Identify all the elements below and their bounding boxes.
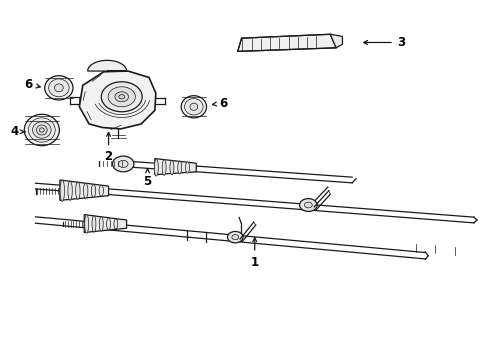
Text: 3: 3	[364, 36, 405, 49]
Circle shape	[304, 202, 312, 208]
Ellipse shape	[99, 217, 103, 231]
Ellipse shape	[45, 76, 73, 100]
Ellipse shape	[36, 125, 47, 135]
Text: 2: 2	[104, 132, 113, 163]
Circle shape	[113, 156, 134, 172]
Ellipse shape	[170, 160, 174, 175]
Polygon shape	[84, 215, 126, 233]
Circle shape	[118, 160, 128, 167]
Polygon shape	[330, 34, 343, 48]
Text: 5: 5	[144, 169, 152, 188]
Ellipse shape	[190, 103, 198, 111]
Circle shape	[299, 199, 317, 211]
Polygon shape	[60, 180, 109, 201]
Ellipse shape	[49, 79, 69, 97]
Ellipse shape	[60, 180, 65, 202]
Circle shape	[227, 231, 243, 243]
Ellipse shape	[75, 182, 80, 199]
Ellipse shape	[85, 215, 89, 233]
Circle shape	[119, 95, 124, 99]
Ellipse shape	[162, 159, 166, 175]
Ellipse shape	[54, 84, 63, 92]
Circle shape	[115, 92, 128, 102]
Ellipse shape	[68, 181, 73, 201]
Ellipse shape	[28, 118, 55, 142]
Ellipse shape	[83, 183, 88, 198]
Ellipse shape	[32, 122, 51, 138]
Polygon shape	[155, 158, 196, 175]
Polygon shape	[238, 34, 336, 51]
Text: 4: 4	[11, 125, 25, 138]
Ellipse shape	[92, 216, 96, 232]
Ellipse shape	[39, 128, 44, 132]
Circle shape	[108, 87, 135, 107]
Text: 6: 6	[213, 97, 227, 110]
Ellipse shape	[178, 161, 182, 174]
Text: 1: 1	[251, 238, 259, 269]
Circle shape	[232, 235, 239, 240]
Ellipse shape	[99, 185, 103, 196]
Ellipse shape	[24, 114, 59, 146]
Ellipse shape	[154, 159, 158, 176]
Ellipse shape	[185, 99, 203, 115]
Ellipse shape	[91, 184, 96, 197]
Polygon shape	[79, 71, 156, 129]
Text: 6: 6	[24, 78, 40, 91]
Ellipse shape	[181, 96, 206, 118]
Ellipse shape	[186, 162, 190, 173]
Ellipse shape	[107, 218, 111, 230]
Polygon shape	[88, 60, 126, 71]
Ellipse shape	[114, 219, 118, 229]
Circle shape	[101, 82, 142, 112]
